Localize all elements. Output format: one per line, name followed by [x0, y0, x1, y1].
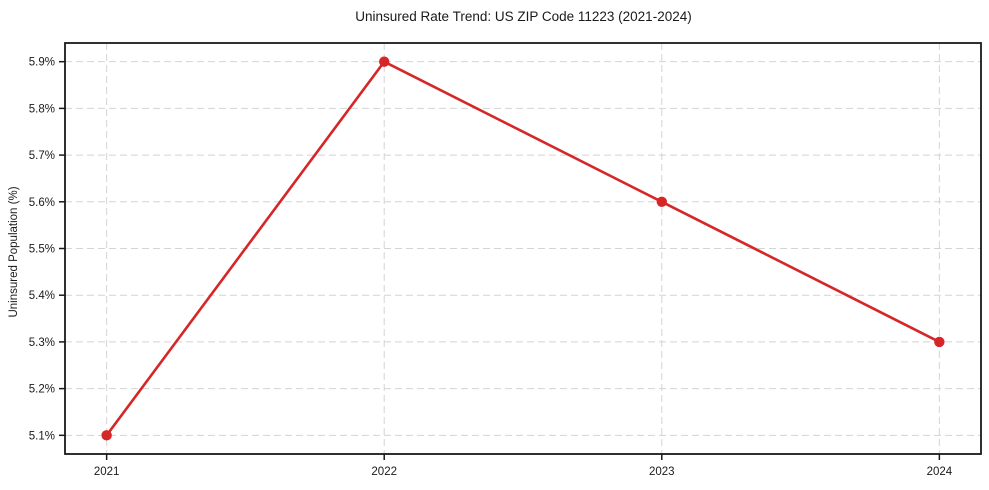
data-point-2023 — [656, 196, 667, 207]
x-tick-label: 2024 — [927, 466, 953, 478]
data-point-2021 — [101, 430, 112, 441]
x-tick-label: 2021 — [94, 466, 120, 478]
x-tick-label: 2023 — [649, 466, 675, 478]
x-tick-label: 2022 — [371, 466, 397, 478]
y-tick-label: 5.9% — [29, 57, 55, 69]
y-tick-label: 5.6% — [29, 197, 55, 209]
data-point-2022 — [379, 56, 390, 67]
chart-title: Uninsured Rate Trend: US ZIP Code 11223 … — [355, 9, 692, 24]
y-tick-label: 5.8% — [29, 103, 55, 115]
y-tick-label: 5.3% — [29, 337, 55, 349]
y-axis-label-text: Uninsured Population (%) — [8, 186, 20, 318]
data-point-2024 — [934, 336, 945, 348]
y-tick-label: 5.5% — [29, 244, 55, 256]
trend-line — [105, 60, 941, 437]
y-tick-label: 5.1% — [29, 430, 55, 442]
y-tick-label: 5.2% — [29, 384, 55, 396]
axes-frame — [64, 42, 982, 455]
y-tick-label: 5.4% — [29, 290, 55, 302]
y-tick-label: 5.7% — [29, 150, 55, 162]
